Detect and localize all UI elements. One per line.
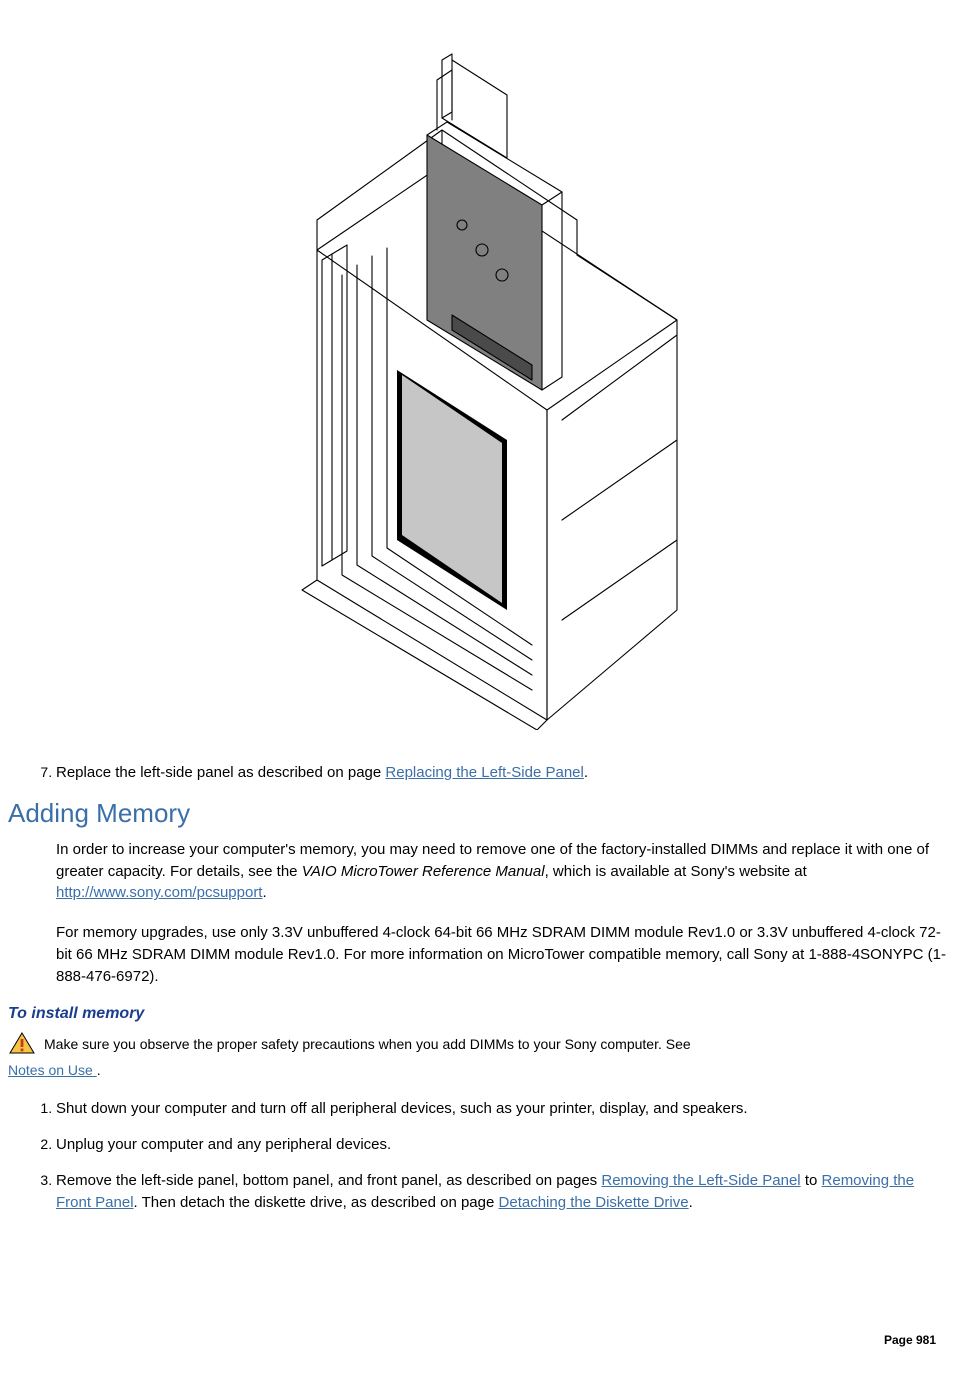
para-intro-post: .	[262, 884, 266, 901]
page-number: Page 981	[884, 1333, 936, 1347]
s3-mid2: . Then detach the diskette drive, as des…	[134, 1194, 499, 1211]
install-steps: Shut down your computer and turn off all…	[8, 1098, 946, 1213]
step-list-continued: Replace the left-side panel as described…	[8, 762, 946, 784]
s3-mid1: to	[801, 1172, 822, 1189]
heading-adding-memory: Adding Memory	[8, 798, 946, 829]
step-7-post: .	[584, 764, 588, 781]
install-step-2: Unplug your computer and any peripheral …	[56, 1134, 946, 1156]
step-7: Replace the left-side panel as described…	[56, 762, 946, 784]
link-detaching-diskette-drive[interactable]: Detaching the Diskette Drive	[499, 1194, 689, 1211]
install-step-3: Remove the left-side panel, bottom panel…	[56, 1170, 946, 1214]
warning-icon	[8, 1031, 36, 1061]
note-post: .	[97, 1062, 101, 1078]
link-pcsupport[interactable]: http://www.sony.com/pcsupport	[56, 884, 262, 901]
s3-post: .	[689, 1194, 693, 1211]
subhead-install-memory: To install memory	[8, 1005, 946, 1023]
manual-title: VAIO MicroTower Reference Manual	[302, 863, 545, 880]
link-notes-on-use[interactable]: Notes on Use	[8, 1062, 97, 1078]
link-replacing-left-side-panel[interactable]: Replacing the Left-Side Panel	[385, 764, 583, 781]
page: Replace the left-side panel as described…	[8, 20, 946, 1371]
note-safety: Make sure you observe the proper safety …	[8, 1031, 946, 1080]
para-intro: In order to increase your computer's mem…	[56, 839, 946, 904]
note-text: Make sure you observe the proper safety …	[44, 1036, 691, 1052]
step-7-pre: Replace the left-side panel as described…	[56, 764, 385, 781]
para-intro-mid: , which is available at Sony's website a…	[545, 863, 807, 880]
install-step-1: Shut down your computer and turn off all…	[56, 1098, 946, 1120]
link-removing-left-side-panel[interactable]: Removing the Left-Side Panel	[601, 1172, 800, 1189]
s3-pre: Remove the left-side panel, bottom panel…	[56, 1172, 601, 1189]
figure-install-card	[8, 20, 946, 734]
para-specs: For memory upgrades, use only 3.3V unbuf…	[56, 922, 946, 987]
illustration-svg	[247, 20, 707, 730]
